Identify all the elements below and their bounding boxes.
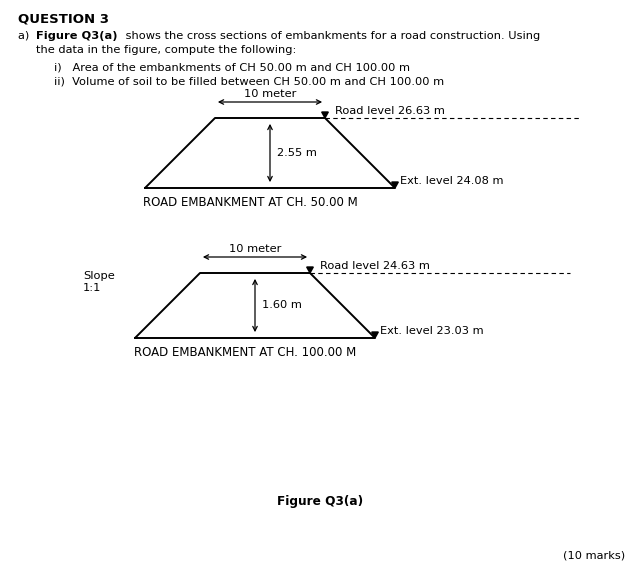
Text: Slope: Slope	[83, 271, 115, 281]
Text: ROAD EMBANKMENT AT CH. 50.00 M: ROAD EMBANKMENT AT CH. 50.00 M	[143, 196, 357, 209]
Polygon shape	[322, 112, 328, 118]
Polygon shape	[392, 182, 398, 188]
Polygon shape	[372, 332, 378, 338]
Text: 10 meter: 10 meter	[229, 244, 281, 254]
Text: shows the cross sections of embankments for a road construction. Using: shows the cross sections of embankments …	[122, 31, 540, 41]
Text: ROAD EMBANKMENT AT CH. 100.00 M: ROAD EMBANKMENT AT CH. 100.00 M	[134, 346, 356, 359]
Text: 10 meter: 10 meter	[244, 89, 296, 99]
Text: i)   Area of the embankments of CH 50.00 m and CH 100.00 m: i) Area of the embankments of CH 50.00 m…	[54, 63, 410, 73]
Text: 1.60 m: 1.60 m	[262, 300, 302, 311]
Text: Figure Q3(a): Figure Q3(a)	[36, 31, 118, 41]
Text: Ext. level 23.03 m: Ext. level 23.03 m	[380, 326, 484, 336]
Text: QUESTION 3: QUESTION 3	[18, 13, 109, 26]
Text: 1:1: 1:1	[83, 283, 101, 293]
Text: a): a)	[18, 31, 36, 41]
Text: 2.55 m: 2.55 m	[277, 148, 317, 158]
Text: (10 marks): (10 marks)	[563, 551, 625, 561]
Text: Road level 26.63 m: Road level 26.63 m	[335, 106, 445, 116]
Text: Figure Q3(a): Figure Q3(a)	[277, 495, 363, 508]
Text: Road level 24.63 m: Road level 24.63 m	[320, 261, 430, 271]
Text: Ext. level 24.08 m: Ext. level 24.08 m	[400, 176, 504, 186]
Polygon shape	[307, 267, 314, 273]
Text: ii)  Volume of soil to be filled between CH 50.00 m and CH 100.00 m: ii) Volume of soil to be filled between …	[54, 77, 444, 87]
Text: the data in the figure, compute the following:: the data in the figure, compute the foll…	[36, 45, 296, 55]
